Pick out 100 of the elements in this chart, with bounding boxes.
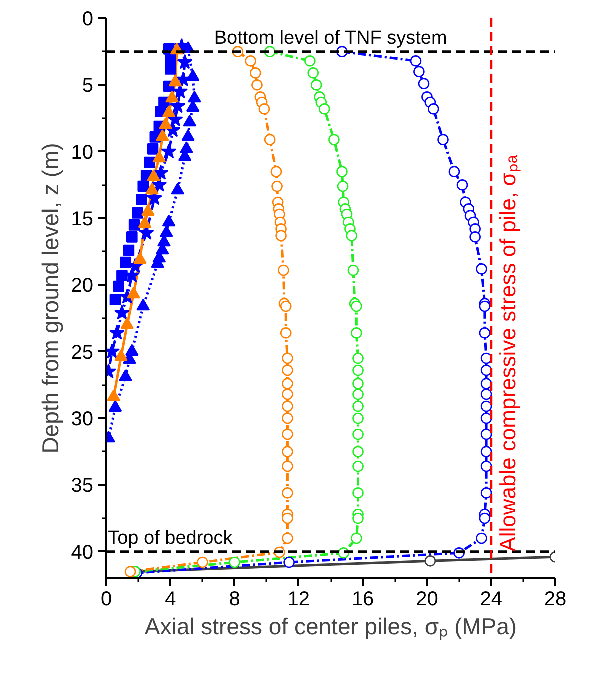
point <box>336 166 348 178</box>
point <box>428 104 440 115</box>
point <box>480 488 492 499</box>
point <box>470 232 481 243</box>
point <box>480 412 492 424</box>
point <box>110 294 122 306</box>
point <box>276 230 287 242</box>
y-tick-label: 15 <box>71 208 94 230</box>
ref-line-label: Top of bedrock <box>108 528 234 549</box>
point <box>272 180 283 192</box>
point <box>480 428 492 440</box>
point <box>282 446 294 458</box>
point <box>352 400 364 412</box>
x-tick-label: 24 <box>480 588 502 610</box>
ref-line-label: Allowable compressive stress of pile, σₚₐ <box>495 154 522 552</box>
y-tick-label: 30 <box>71 408 94 430</box>
point <box>480 446 492 458</box>
x-tick-label: 4 <box>165 588 176 610</box>
point <box>161 144 177 159</box>
point <box>282 388 294 400</box>
point <box>352 352 364 364</box>
point <box>351 300 362 312</box>
point <box>337 180 349 192</box>
y-tick-label: 0 <box>82 8 94 30</box>
point <box>352 412 364 424</box>
point <box>280 300 292 312</box>
point <box>164 64 176 75</box>
point <box>318 104 330 115</box>
point <box>132 208 144 219</box>
point <box>258 104 270 115</box>
point <box>245 56 256 67</box>
point <box>147 144 159 155</box>
y-axis-title: Depth from ground level, z (m) <box>37 143 64 454</box>
point <box>448 166 460 178</box>
y-tick-label: 10 <box>71 142 94 164</box>
point <box>479 328 491 339</box>
point <box>414 66 425 78</box>
point <box>308 68 320 79</box>
point <box>282 378 294 390</box>
x-tick-label: 28 <box>544 588 567 610</box>
point <box>480 460 492 472</box>
point <box>480 378 492 390</box>
x-axis-title: Axial stress of center piles, σₚ (MPa) <box>144 614 518 640</box>
point <box>252 80 263 91</box>
point <box>479 512 491 524</box>
y-tick-label: 5 <box>82 75 94 98</box>
point <box>124 566 136 578</box>
point <box>352 364 364 376</box>
point <box>282 512 294 524</box>
x-tick-label: 0 <box>100 588 112 610</box>
point <box>352 378 364 390</box>
y-tick-label: 40 <box>71 542 94 564</box>
y-tick-label: 25 <box>71 342 94 364</box>
y-tick-label: 20 <box>71 275 94 298</box>
point <box>270 166 282 178</box>
point <box>352 388 364 400</box>
point <box>138 180 150 192</box>
point <box>476 264 488 275</box>
point <box>280 328 292 339</box>
point <box>250 68 262 79</box>
point <box>113 280 124 292</box>
point <box>114 305 130 320</box>
point <box>352 446 364 458</box>
point <box>282 352 294 364</box>
point <box>410 56 422 67</box>
point <box>116 270 128 282</box>
point <box>438 134 449 146</box>
point <box>284 556 295 568</box>
point <box>479 300 491 312</box>
point <box>304 56 316 67</box>
point <box>348 264 360 276</box>
point <box>126 232 138 243</box>
y-tick-label: 35 <box>71 475 94 498</box>
point <box>480 400 492 412</box>
point <box>352 512 364 524</box>
point <box>278 264 290 276</box>
point <box>282 364 294 376</box>
point <box>120 256 132 268</box>
point <box>346 230 358 242</box>
point <box>418 78 430 90</box>
point <box>282 488 294 499</box>
x-tick-label: 12 <box>288 588 310 610</box>
point <box>109 325 126 340</box>
point <box>282 532 294 544</box>
point <box>480 388 492 400</box>
x-tick-label: 16 <box>352 588 374 610</box>
ref-line-label: Bottom level of TNF system <box>214 28 448 49</box>
point <box>351 532 362 544</box>
point <box>177 54 193 70</box>
point <box>264 134 276 146</box>
point <box>197 556 208 568</box>
point <box>352 488 364 499</box>
point <box>282 400 294 412</box>
point <box>476 532 488 544</box>
point <box>352 460 364 472</box>
point <box>229 556 240 568</box>
point <box>136 194 148 206</box>
point <box>310 80 322 91</box>
point <box>282 460 294 472</box>
point <box>328 134 340 146</box>
